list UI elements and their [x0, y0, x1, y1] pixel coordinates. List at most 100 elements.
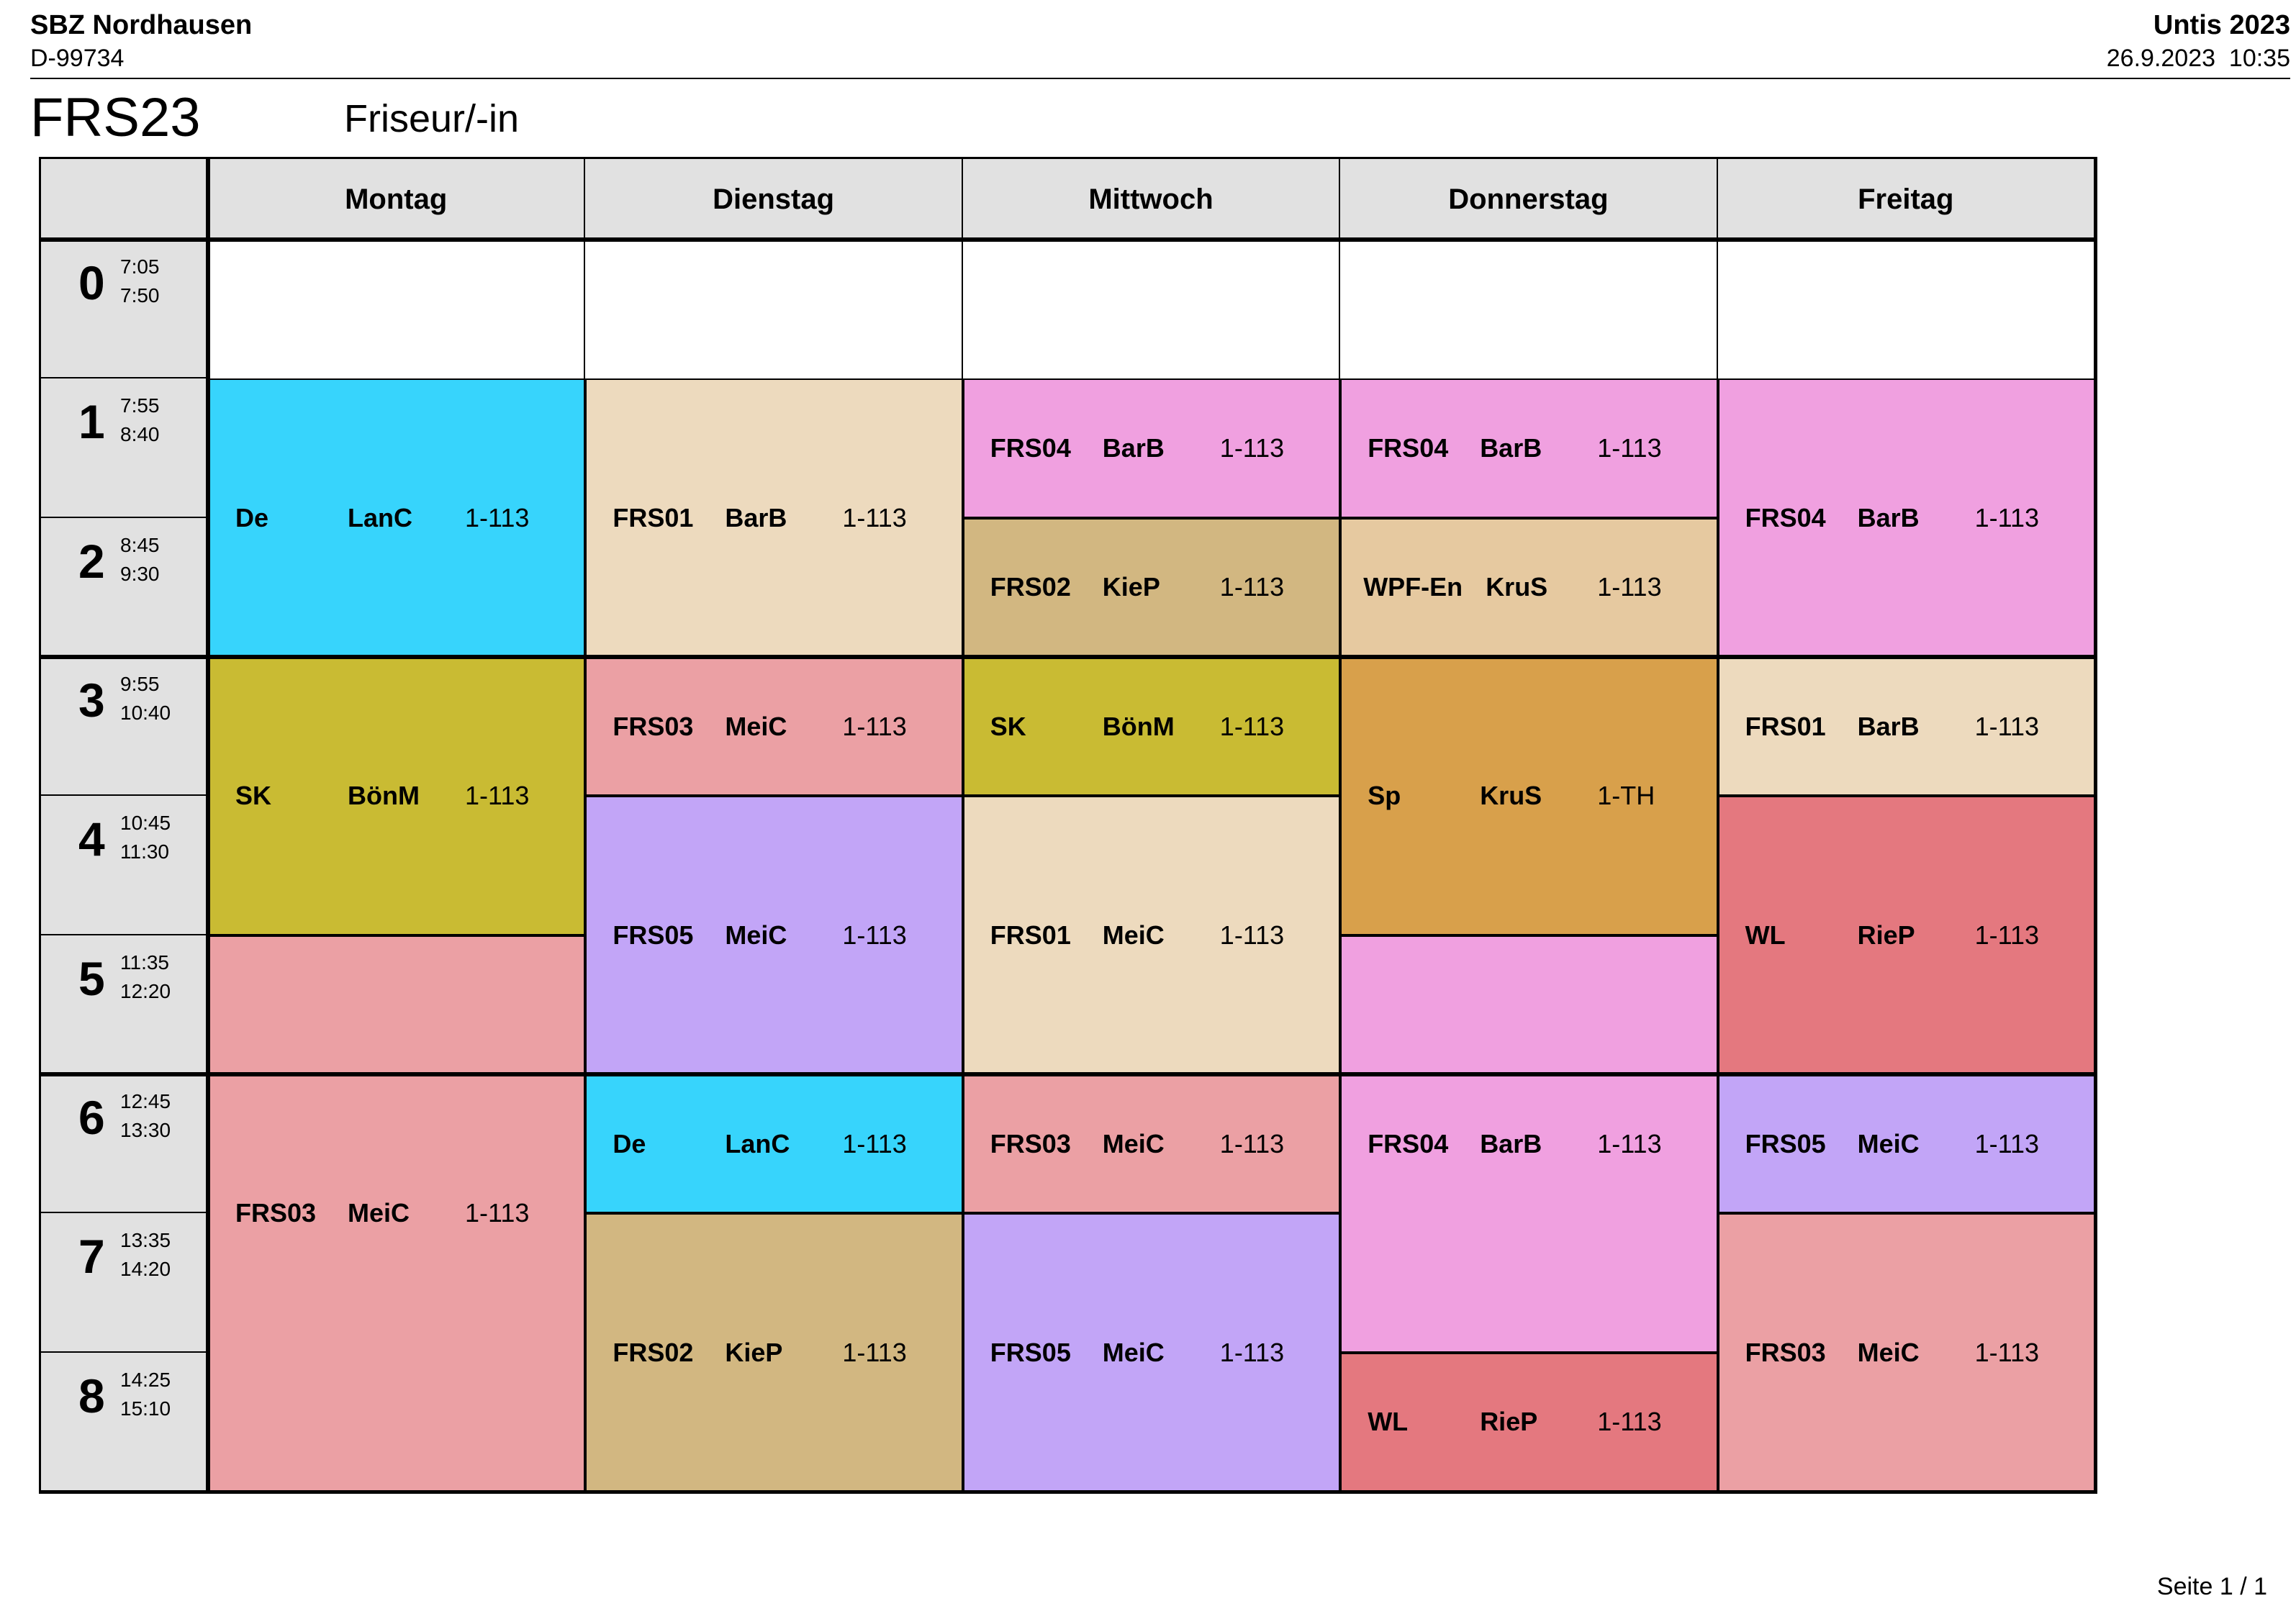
lesson-block[interactable]: FRS01 MeiC 1-113	[962, 796, 1341, 1074]
lesson-block[interactable]: FRS03 MeiC 1-113	[585, 657, 963, 797]
lesson-subject: De	[613, 1128, 646, 1158]
lesson-block[interactable]: FRS03 MeiC 1-113	[962, 1074, 1341, 1214]
lesson-block[interactable]: FRS04 BarB 1-113	[1340, 935, 1718, 1353]
lesson-teacher: KieP	[1102, 572, 1160, 602]
lesson-block[interactable]: De LanC 1-113	[585, 1074, 963, 1214]
period-row: 0 7:05 7:50	[41, 240, 208, 379]
lesson-subject: FRS01	[613, 502, 694, 532]
lesson-room: 1-113	[465, 781, 530, 811]
period-number: 7	[78, 1230, 105, 1284]
lesson-block[interactable]: SK BönM 1-113	[962, 657, 1341, 797]
period-end-time: 15:10	[120, 1397, 171, 1420]
lesson-block[interactable]: FRS02 KieP 1-113	[585, 1213, 963, 1492]
lesson-room: 1-113	[842, 1337, 907, 1367]
lesson-subject: FRS02	[613, 1337, 694, 1367]
lesson-room: 1-113	[842, 1128, 907, 1158]
lesson-subject: FRS05	[1745, 1128, 1826, 1158]
lesson-room: 1-113	[842, 920, 907, 950]
empty-slot	[962, 240, 1341, 379]
period-number: 4	[78, 812, 105, 866]
lesson-block[interactable]: FRS05 MeiC 1-113	[1717, 1074, 2095, 1214]
lesson-block[interactable]: FRS04 BarB 1-113	[1340, 378, 1718, 518]
lesson-teacher: MeiC	[1102, 1128, 1165, 1158]
day-header: Montag	[208, 159, 586, 240]
period-end-time: 13:30	[120, 1119, 171, 1141]
lesson-subject: FRS05	[613, 920, 694, 950]
lesson-room: 1-113	[1597, 572, 1662, 602]
lesson-subject: FRS03	[235, 1198, 317, 1228]
lesson-subject: FRS02	[990, 572, 1071, 602]
period-number: 2	[78, 534, 105, 588]
lesson-teacher: MeiC	[725, 920, 787, 950]
period-end-time: 14:20	[120, 1258, 171, 1281]
lesson-subject: FRS01	[990, 920, 1071, 950]
lesson-teacher: BarB	[1480, 1128, 1542, 1158]
lesson-block[interactable]: FRS01 BarB 1-113	[1717, 657, 2095, 797]
period-start-time: 12:45	[120, 1090, 171, 1112]
period-end-time: 8:40	[120, 423, 160, 446]
lesson-room: 1-113	[1974, 1337, 2039, 1367]
period-end-time: 10:40	[120, 702, 171, 724]
lesson-room: 1-113	[1974, 920, 2039, 950]
header-separator	[41, 237, 2095, 242]
corner-cell	[41, 159, 208, 240]
lesson-teacher: BarB	[1857, 711, 1920, 741]
period-row: 6 12:45 13:30	[41, 1074, 208, 1214]
lesson-block[interactable]: FRS05 MeiC 1-113	[585, 796, 963, 1074]
lesson-block[interactable]: FRS01 BarB 1-113	[585, 378, 963, 657]
lesson-block[interactable]: FRS05 MeiC 1-113	[962, 1213, 1341, 1492]
lesson-subject: FRS04	[990, 432, 1071, 463]
lesson-block[interactable]: De LanC 1-113	[208, 378, 586, 657]
lesson-room: 1-113	[465, 1198, 530, 1228]
lesson-block[interactable]: FRS04 BarB 1-113	[962, 378, 1341, 518]
timetable-grid: Montag Dienstag Mittwoch Donnerstag Freitag 0…	[39, 157, 2097, 1494]
lesson-subject: WL	[1368, 1407, 1409, 1437]
lesson-subject: FRS05	[990, 1337, 1071, 1367]
lesson-teacher: MeiC	[1102, 1337, 1165, 1367]
period-number: 6	[78, 1091, 105, 1144]
period-number: 3	[78, 673, 105, 727]
lesson-teacher: BönM	[1102, 711, 1175, 741]
period-number: 0	[78, 256, 105, 309]
empty-slot	[1717, 240, 2095, 379]
period-end-time: 11:30	[120, 840, 169, 863]
lesson-subject: FRS03	[1745, 1337, 1826, 1367]
lesson-block[interactable]: SK BönM 1-113	[208, 657, 586, 935]
lesson-block[interactable]: WPF-En KruS 1-113	[1340, 517, 1718, 657]
lesson-room: 1-113	[1974, 502, 2039, 532]
header-divider	[30, 78, 2290, 79]
period-row: 5 11:35 12:20	[41, 935, 208, 1074]
period-row: 4 10:45 11:30	[41, 796, 208, 935]
lesson-teacher: MeiC	[348, 1198, 410, 1228]
lesson-block[interactable]: FRS03 MeiC 1-113	[1717, 1213, 2095, 1492]
period-end-time: 7:50	[120, 284, 160, 307]
period-end-time: 12:20	[120, 979, 171, 1002]
period-row: 1 7:55 8:40	[41, 378, 208, 518]
lesson-block[interactable]: FRS03 MeiC 1-113	[208, 935, 586, 1492]
lesson-teacher: BarB	[725, 502, 787, 532]
period-number: 5	[78, 951, 105, 1005]
lesson-block[interactable]: Sp KruS 1-TH	[1340, 657, 1718, 935]
period-row: 3 9:55 10:40	[41, 657, 208, 797]
lesson-block[interactable]: WL RieP 1-113	[1717, 796, 2095, 1074]
lesson-teacher: MeiC	[1857, 1337, 1920, 1367]
lesson-room: 1-TH	[1597, 781, 1655, 811]
lesson-teacher: BarB	[1102, 432, 1165, 463]
time-column-separator	[206, 159, 210, 1492]
lesson-block[interactable]: WL RieP 1-113	[1340, 1352, 1718, 1492]
day-header: Mittwoch	[962, 159, 1341, 240]
lesson-block[interactable]: FRS04 BarB 1-113	[1717, 378, 2095, 657]
lesson-room: 1-113	[1974, 711, 2039, 741]
lesson-room: 1-113	[1219, 920, 1285, 950]
period-end-time: 9:30	[120, 562, 160, 585]
period-number: 1	[78, 395, 105, 449]
lesson-teacher: KruS	[1480, 781, 1542, 811]
school-name: SBZ Nordhausen	[30, 10, 253, 40]
day-header: Donnerstag	[1340, 159, 1718, 240]
lesson-room: 1-113	[842, 502, 907, 532]
lesson-teacher: RieP	[1480, 1407, 1538, 1437]
lesson-teacher: BönM	[348, 781, 420, 811]
period-start-time: 7:55	[120, 394, 160, 417]
lesson-subject: FRS01	[1745, 711, 1826, 741]
lesson-block[interactable]: FRS02 KieP 1-113	[962, 517, 1341, 657]
